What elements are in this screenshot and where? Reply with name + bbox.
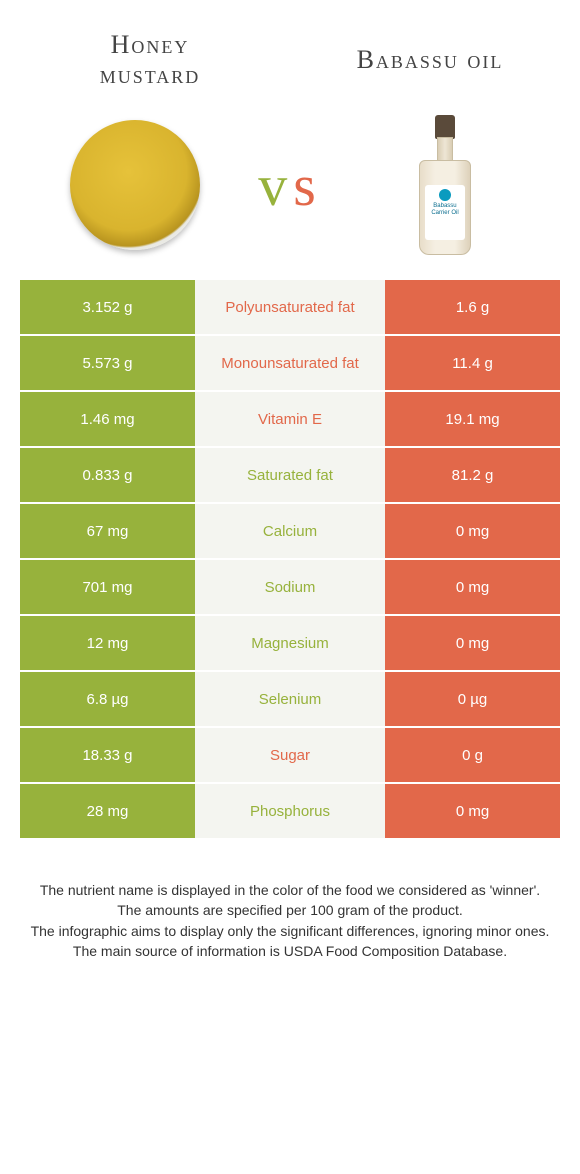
value-right: 11.4 g [385, 336, 560, 390]
value-right: 0 mg [385, 560, 560, 614]
table-row: 5.573 gMonounsaturated fat11.4 g [20, 336, 560, 392]
value-left: 67 mg [20, 504, 195, 558]
nutrient-label: Monounsaturated fat [195, 336, 385, 390]
value-right: 1.6 g [385, 280, 560, 334]
nutrient-table: 3.152 gPolyunsaturated fat1.6 g5.573 gMo… [20, 280, 560, 840]
mustard-bowl-icon [70, 120, 200, 250]
value-left: 12 mg [20, 616, 195, 670]
nutrient-label: Vitamin E [195, 392, 385, 446]
nutrient-label: Phosphorus [195, 784, 385, 838]
table-row: 6.8 µgSelenium0 µg [20, 672, 560, 728]
value-left: 18.33 g [20, 728, 195, 782]
food-left-title: Honey mustard [60, 30, 240, 90]
nutrient-label: Saturated fat [195, 448, 385, 502]
nutrient-label: Magnesium [195, 616, 385, 670]
value-right: 19.1 mg [385, 392, 560, 446]
nutrient-label: Calcium [195, 504, 385, 558]
value-left: 28 mg [20, 784, 195, 838]
table-row: 701 mgSodium0 mg [20, 560, 560, 616]
value-left: 6.8 µg [20, 672, 195, 726]
value-left: 701 mg [20, 560, 195, 614]
nutrient-label: Sugar [195, 728, 385, 782]
value-left: 5.573 g [20, 336, 195, 390]
value-left: 3.152 g [20, 280, 195, 334]
footnote-line: The nutrient name is displayed in the co… [30, 880, 550, 900]
table-row: 28 mgPhosphorus0 mg [20, 784, 560, 840]
value-right: 0 mg [385, 784, 560, 838]
vs-label: vs [258, 152, 322, 219]
value-right: 81.2 g [385, 448, 560, 502]
value-left: 1.46 mg [20, 392, 195, 446]
table-row: 67 mgCalcium0 mg [20, 504, 560, 560]
nutrient-label: Polyunsaturated fat [195, 280, 385, 334]
nutrient-label: Selenium [195, 672, 385, 726]
table-row: 1.46 mgVitamin E19.1 mg [20, 392, 560, 448]
value-left: 0.833 g [20, 448, 195, 502]
footnote: The nutrient name is displayed in the co… [0, 840, 580, 961]
table-row: 18.33 gSugar0 g [20, 728, 560, 784]
food-right-image: BabassuCarrier Oil [370, 110, 520, 260]
header: Honey mustard Babassu oil [0, 0, 580, 100]
value-right: 0 g [385, 728, 560, 782]
table-row: 0.833 gSaturated fat81.2 g [20, 448, 560, 504]
footnote-line: The amounts are specified per 100 gram o… [30, 900, 550, 920]
vs-row: vs BabassuCarrier Oil [0, 100, 580, 280]
food-right-title: Babassu oil [340, 45, 520, 75]
value-right: 0 µg [385, 672, 560, 726]
footnote-line: The main source of information is USDA F… [30, 941, 550, 961]
oil-bottle-icon: BabassuCarrier Oil [415, 115, 475, 255]
value-right: 0 mg [385, 504, 560, 558]
nutrient-label: Sodium [195, 560, 385, 614]
table-row: 3.152 gPolyunsaturated fat1.6 g [20, 280, 560, 336]
table-row: 12 mgMagnesium0 mg [20, 616, 560, 672]
value-right: 0 mg [385, 616, 560, 670]
food-left-image [60, 110, 210, 260]
footnote-line: The infographic aims to display only the… [30, 921, 550, 941]
